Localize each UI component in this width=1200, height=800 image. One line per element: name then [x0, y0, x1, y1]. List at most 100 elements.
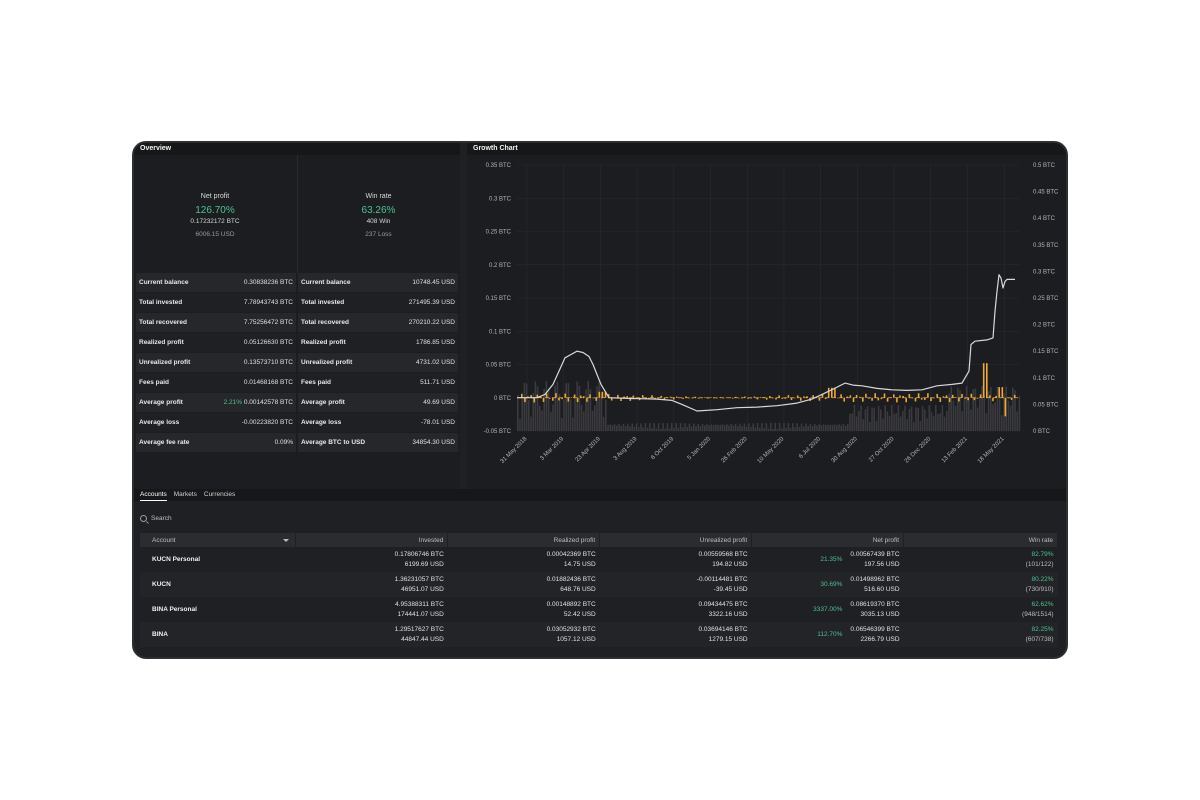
net-profit-label: Net profit: [200, 193, 230, 200]
volume-bar: [695, 426, 697, 431]
volume-bar: [825, 425, 827, 431]
x-axis-tick-label: 3 Aug 2019: [613, 436, 639, 462]
volume-bar: [547, 389, 550, 431]
volume-bar: [609, 424, 611, 431]
profit-bar: [759, 396, 762, 398]
volume-bar: [1018, 396, 1021, 431]
column-header-win-rate[interactable]: Win rate: [903, 533, 1058, 547]
volume-bar: [994, 402, 996, 431]
profit-bar: [948, 397, 951, 403]
volume-bar: [561, 418, 563, 431]
average-profit-btc: 0.00142578 BTC: [243, 399, 293, 406]
search-input[interactable]: [151, 514, 351, 522]
tab-accounts[interactable]: Accounts: [140, 489, 167, 501]
volume-bar: [774, 423, 776, 431]
volume-bar: [743, 423, 746, 431]
volume-bar: [866, 406, 869, 431]
volume-bar: [644, 423, 647, 431]
volume-bar: [915, 407, 917, 431]
stat-label: Average profit: [301, 399, 345, 406]
volume-bar: [550, 411, 552, 431]
table-row[interactable]: KUCN Personal 0.17806746 BTC 6199.69 USD …: [140, 547, 1058, 572]
growth-chart-title: Growth Chart: [467, 143, 1066, 155]
chevron-down-icon[interactable]: [283, 538, 290, 542]
volume-bar: [886, 411, 889, 431]
tab-markets[interactable]: Markets: [173, 491, 197, 498]
x-axis-tick-label: 23 Apr 2019: [575, 436, 603, 464]
profit-bar: [818, 397, 821, 401]
table-row[interactable]: BINA Personal 4.95388311 BTC 174441.07 US…: [140, 597, 1058, 622]
column-header-realized-profit[interactable]: Realized profit: [447, 533, 601, 547]
profit-bar: [592, 397, 594, 399]
volume-bar: [814, 423, 816, 431]
net-profit-usd: 2266.79 USD: [860, 635, 900, 643]
volume-bar: [585, 389, 587, 431]
volume-bar: [864, 409, 867, 431]
profit-bar: [831, 387, 833, 398]
volume-bar: [948, 393, 950, 431]
stat-value: 0.13573710 BTC: [243, 359, 293, 366]
volume-bar: [756, 423, 759, 431]
profit-bar: [542, 397, 545, 402]
invested-btc: 1.29517627 BTC: [394, 625, 444, 633]
volume-bar: [684, 423, 686, 431]
profit-bar: [787, 395, 790, 398]
volume-bar: [660, 428, 662, 431]
net-profit-group: 30.69% 0.01498962 BTC 516.60 USD: [756, 575, 899, 595]
volume-bar: [686, 426, 688, 431]
volume-bar: [913, 422, 915, 431]
stat-label: Unrealized profit: [139, 359, 191, 366]
unrealized-btc: 0.09434475 BTC: [698, 600, 748, 608]
profit-bar: [669, 396, 672, 398]
volume-bar: [726, 424, 728, 431]
x-axis-tick-label: 26 Dec 2020: [904, 436, 933, 465]
volume-bar: [904, 405, 906, 431]
y-axis-right-tick-label: 0.15 BTC: [1033, 349, 1059, 355]
table-row[interactable]: BINA 1.29517627 BTC 44847.44 USD 0.030529…: [140, 622, 1058, 647]
profit-bar: [694, 396, 697, 398]
column-header-account[interactable]: Account: [140, 533, 297, 547]
profit-bar: [982, 363, 985, 398]
net-profit-cell: 112.70% 0.06546399 BTC 2266.79 USD: [752, 622, 904, 647]
volume-bar: [858, 411, 860, 431]
stat-row: Realized profit 1786.85 USD: [298, 333, 458, 353]
table-row[interactable]: KUCN 1.36231057 BTC 46951.07 USD 0.018824…: [140, 572, 1058, 597]
usd-stats: Current balance 10748.45 USD Total invest…: [298, 273, 458, 453]
volume-bar: [998, 392, 1001, 431]
profit-bar: [617, 394, 619, 398]
volume-bar: [831, 424, 834, 431]
profit-bar: [834, 387, 836, 398]
volume-bar: [519, 419, 521, 431]
volume-bar: [970, 409, 972, 431]
volume-bar: [869, 421, 871, 431]
win-rate-label: Win rate: [365, 193, 392, 200]
profit-bar: [524, 397, 526, 403]
volume-bar: [688, 423, 691, 431]
search-bar: [140, 511, 351, 525]
growth-chart[interactable]: 0.35 BTC 0.3 BTC 0.25 BTC 0.2 BTC 0.15 BTC 0.…: [467, 155, 1068, 489]
volume-bar: [649, 423, 651, 431]
profit-bar: [1013, 394, 1016, 398]
x-axis-tick-label: 6 Jul 2020: [798, 436, 822, 460]
volume-bar: [917, 407, 919, 431]
profit-bar: [992, 397, 994, 402]
unrealized-usd: 3322.16 USD: [708, 610, 748, 618]
profit-bar: [961, 393, 963, 398]
profit-bar: [734, 396, 737, 398]
volume-bar: [569, 399, 572, 431]
profit-bar: [601, 391, 604, 398]
volume-bar: [664, 428, 666, 431]
column-header-invested[interactable]: Invested: [295, 533, 449, 547]
column-header-unrealized-profit[interactable]: Unrealized profit: [599, 533, 753, 547]
volume-bar: [906, 419, 908, 431]
volume-bar: [539, 405, 541, 431]
volume-bar: [596, 386, 598, 431]
tab-currencies[interactable]: Currencies: [203, 491, 236, 498]
volume-bar: [591, 410, 594, 431]
volume-bar: [974, 388, 977, 431]
column-header-net-profit[interactable]: Net profit: [751, 533, 905, 547]
stat-row: Realized profit 0.05126630 BTC: [136, 333, 296, 353]
profit-bar: [567, 397, 570, 402]
volume-bar: [968, 397, 970, 431]
net-profit-percent: 112.70%: [817, 630, 843, 638]
